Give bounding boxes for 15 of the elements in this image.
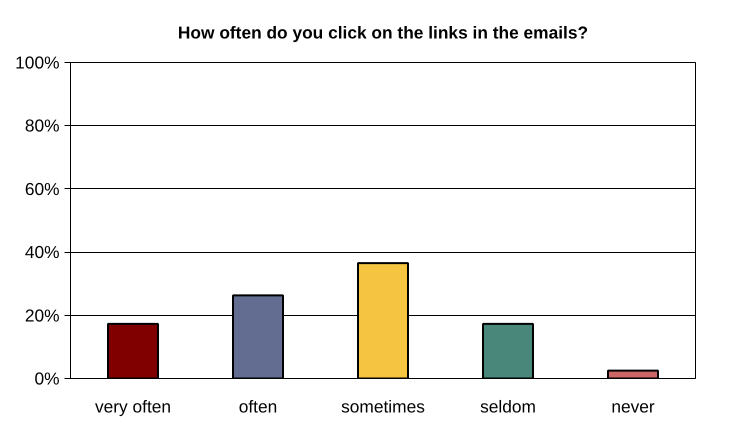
- y-tick-label: 40%: [24, 242, 60, 262]
- y-tick-label: 0%: [34, 368, 60, 388]
- y-tick-label: 100%: [15, 52, 60, 72]
- y-tick-label: 20%: [24, 305, 60, 326]
- x-tick-label: never: [611, 396, 655, 416]
- y-tick-label: 80%: [24, 116, 60, 136]
- x-tick-label: very often: [94, 396, 172, 416]
- x-tick-label: sometimes: [341, 396, 426, 416]
- y-tick-label: 60%: [24, 178, 60, 199]
- x-tick-label: seldom: [480, 396, 536, 416]
- bar: [607, 370, 659, 378]
- bar: [107, 322, 159, 378]
- chart-title: How often do you click on the links in the emails?: [178, 22, 588, 42]
- bar: [482, 322, 534, 378]
- x-tick-label: often: [238, 396, 278, 416]
